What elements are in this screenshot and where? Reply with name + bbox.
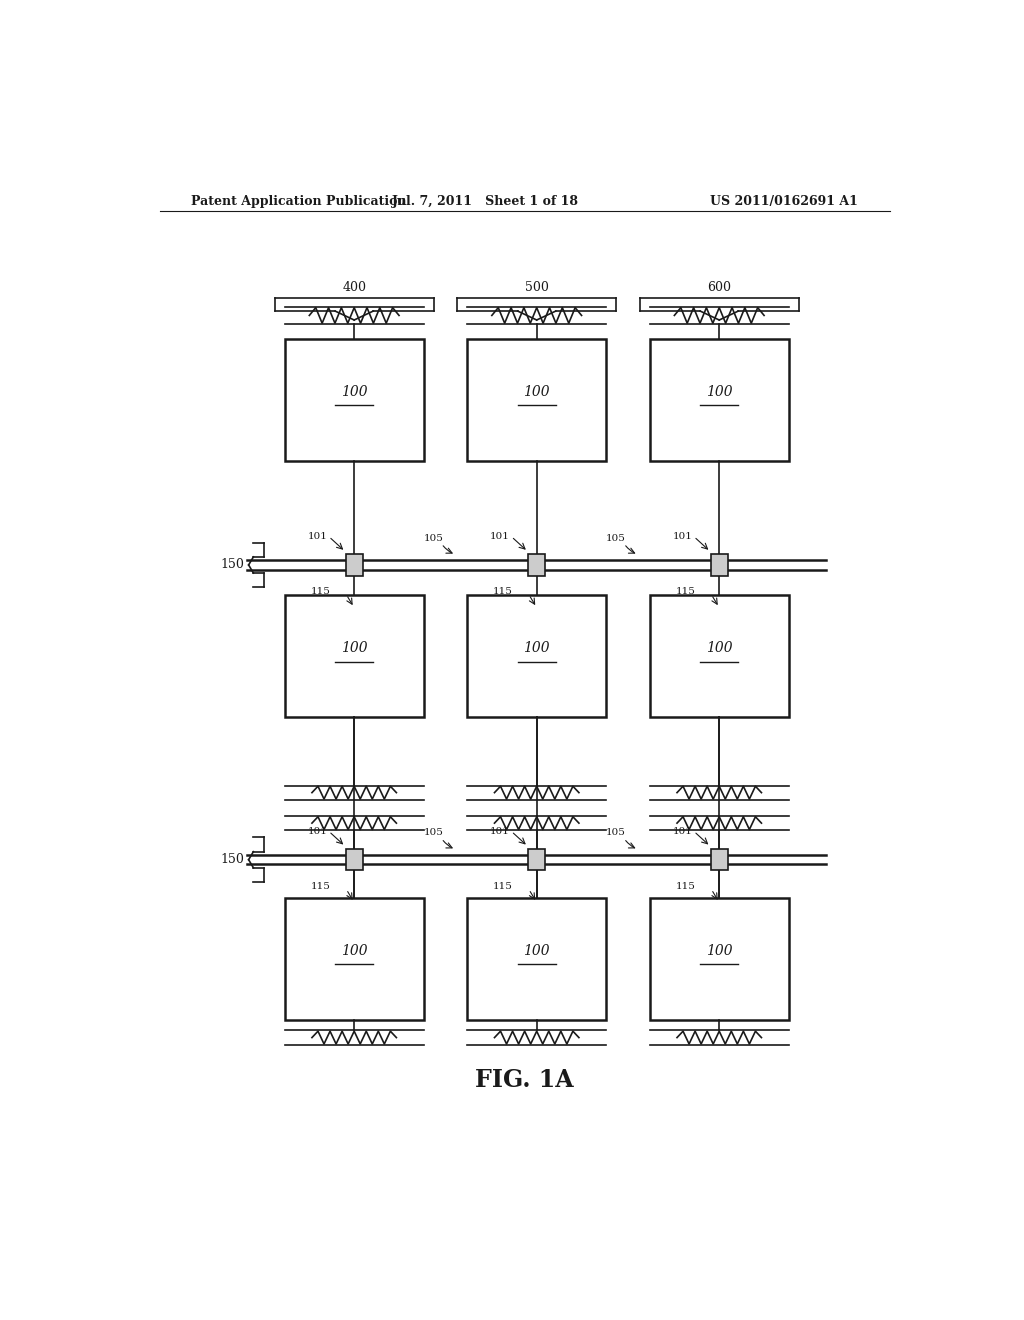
Text: 500: 500	[524, 281, 549, 293]
Text: Jul. 7, 2011   Sheet 1 of 18: Jul. 7, 2011 Sheet 1 of 18	[391, 194, 579, 207]
Text: 101: 101	[489, 532, 510, 541]
Text: 115: 115	[310, 587, 331, 595]
Bar	[285, 339, 424, 461]
Text: 100: 100	[341, 944, 368, 958]
Text: 105: 105	[424, 829, 443, 837]
Bar	[346, 554, 362, 576]
Text: 115: 115	[493, 587, 513, 595]
Text: Patent Application Publication: Patent Application Publication	[191, 194, 407, 207]
Text: FIG. 1A: FIG. 1A	[475, 1068, 574, 1092]
Text: 100: 100	[523, 385, 550, 399]
Text: 150: 150	[221, 853, 245, 866]
Bar	[650, 899, 788, 1020]
Text: 115: 115	[676, 587, 695, 595]
Text: 100: 100	[523, 642, 550, 655]
Text: 400: 400	[342, 281, 367, 293]
Bar	[711, 849, 728, 870]
Bar	[528, 554, 545, 576]
Text: 100: 100	[706, 944, 732, 958]
Text: 100: 100	[341, 385, 368, 399]
Bar	[467, 339, 606, 461]
Text: 100: 100	[706, 642, 732, 655]
Bar	[346, 849, 362, 870]
Text: 115: 115	[676, 882, 695, 891]
Bar	[285, 899, 424, 1020]
Bar	[650, 595, 788, 718]
Text: US 2011/0162691 A1: US 2011/0162691 A1	[711, 194, 858, 207]
Text: 105: 105	[424, 533, 443, 543]
Text: 115: 115	[493, 882, 513, 891]
Text: 600: 600	[708, 281, 731, 293]
Text: 105: 105	[606, 829, 626, 837]
Text: 101: 101	[307, 826, 328, 836]
Text: 101: 101	[307, 532, 328, 541]
Text: 101: 101	[489, 826, 510, 836]
Text: 115: 115	[310, 882, 331, 891]
Bar	[467, 595, 606, 718]
Text: 100: 100	[341, 642, 368, 655]
Text: 150: 150	[221, 558, 245, 572]
Text: 105: 105	[606, 533, 626, 543]
Bar	[528, 849, 545, 870]
Text: 101: 101	[673, 826, 692, 836]
Text: 101: 101	[673, 532, 692, 541]
Bar	[711, 554, 728, 576]
Bar	[467, 899, 606, 1020]
Text: 100: 100	[706, 385, 732, 399]
Text: 100: 100	[523, 944, 550, 958]
Bar	[285, 595, 424, 718]
Bar	[650, 339, 788, 461]
